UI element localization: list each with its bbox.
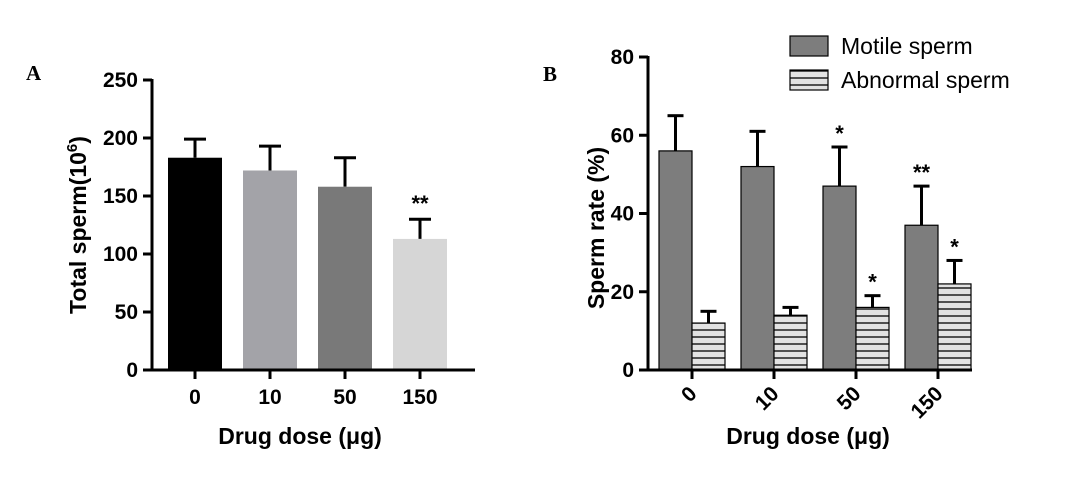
panel-b-y-axis-label: Sperm rate (%) bbox=[583, 147, 609, 309]
panel-b-significance-abnormal-sperm-50: * bbox=[868, 270, 877, 295]
panel-a-bar-150 bbox=[393, 238, 447, 370]
panel-b-significance-motile-sperm-50: * bbox=[835, 121, 844, 146]
panel-b-abnormal-sperm-bar-50 bbox=[855, 306, 890, 371]
panel-b-y-tick-label: 20 bbox=[611, 281, 634, 304]
panel-a-bar-0 bbox=[168, 157, 222, 370]
panel-a-x-axis-label: Drug dose (μg) bbox=[218, 423, 382, 449]
panel-a-bar-10 bbox=[243, 170, 297, 370]
panel-b-x-tick-label: 50 bbox=[833, 382, 866, 415]
panel-a-y-tick-label: 200 bbox=[103, 127, 138, 150]
panel-b-motile-sperm-bar-0 bbox=[658, 150, 693, 371]
panel-a-y-axis-label: Total sperm(106) bbox=[64, 136, 91, 314]
panel-b-y-tick-label: 60 bbox=[611, 124, 634, 147]
panel-a-letter: A bbox=[26, 61, 42, 85]
legend-swatch-motile-sperm bbox=[789, 35, 829, 57]
panel-a-chart: A Total sperm(106) Drug dose (μg) ** 0 10… bbox=[26, 61, 475, 449]
panel-b-motile-sperm-bar-50 bbox=[822, 185, 857, 371]
panel-a-bar-50 bbox=[318, 186, 372, 370]
panel-b-x-tick-label: 10 bbox=[751, 382, 784, 415]
panel-b-y-tick-label: 0 bbox=[622, 359, 634, 382]
panel-a-y-tick-label: 50 bbox=[115, 301, 138, 324]
panel-a-x-tick-label: 150 bbox=[402, 386, 437, 409]
panel-a-y-tick-label: 150 bbox=[103, 185, 138, 208]
panel-b-motile-sperm-bar-150 bbox=[904, 224, 939, 371]
panel-b-motile-sperm-bar-10 bbox=[740, 165, 775, 371]
panel-a-x-tick-label: 10 bbox=[258, 386, 281, 409]
panel-b-y-tick-label: 80 bbox=[611, 46, 634, 69]
panel-b-x-axis-label: Drug dose (μg) bbox=[726, 423, 890, 449]
panel-b-letter: B bbox=[543, 62, 557, 86]
panel-a-x-tick-label: 50 bbox=[333, 386, 356, 409]
panel-b-x-tick-label: 0 bbox=[677, 382, 702, 407]
panel-b-significance-abnormal-sperm-150: * bbox=[950, 234, 959, 259]
panel-a-x-tick-label: 0 bbox=[189, 386, 201, 409]
panel-a-y-tick-label: 250 bbox=[103, 69, 138, 92]
panel-a-y-tick-label: 0 bbox=[126, 359, 138, 382]
legend-label-motile-sperm: Motile sperm bbox=[841, 33, 973, 59]
panel-a-significance-150: ** bbox=[411, 191, 429, 216]
panel-a-y-tick-label: 100 bbox=[103, 243, 138, 266]
panel-b-abnormal-sperm-bar-150 bbox=[937, 283, 972, 371]
legend-swatch-abnormal-sperm bbox=[789, 69, 829, 91]
panel-b-legend: Motile sperm Abnormal sperm bbox=[789, 33, 1010, 93]
panel-b-y-tick-label: 40 bbox=[611, 203, 634, 226]
legend-label-abnormal-sperm: Abnormal sperm bbox=[841, 67, 1010, 93]
panel-b-significance-motile-sperm-150: ** bbox=[913, 160, 931, 185]
panel-b-abnormal-sperm-bar-0 bbox=[691, 322, 726, 371]
panel-b-abnormal-sperm-bar-10 bbox=[773, 314, 808, 371]
panel-b-x-tick-label: 150 bbox=[906, 382, 947, 423]
